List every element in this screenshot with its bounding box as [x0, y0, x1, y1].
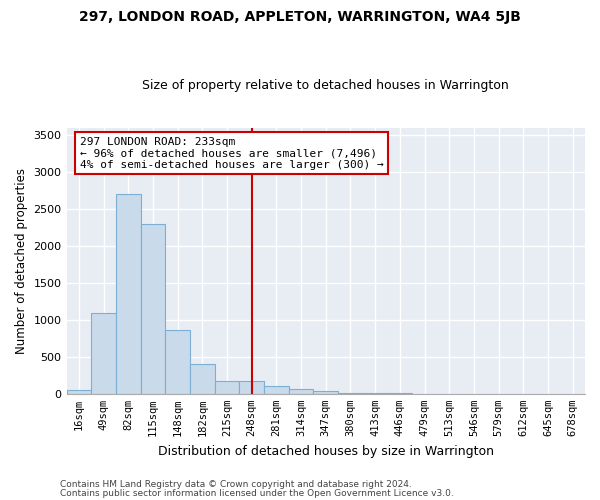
Bar	[313, 391, 338, 394]
Title: Size of property relative to detached houses in Warrington: Size of property relative to detached ho…	[142, 79, 509, 92]
Bar	[289, 389, 313, 394]
Bar	[116, 194, 140, 394]
Bar	[363, 393, 388, 394]
Bar	[67, 390, 91, 394]
Bar	[165, 330, 190, 394]
Bar	[239, 381, 264, 394]
Text: Contains public sector information licensed under the Open Government Licence v3: Contains public sector information licen…	[60, 488, 454, 498]
Text: Contains HM Land Registry data © Crown copyright and database right 2024.: Contains HM Land Registry data © Crown c…	[60, 480, 412, 489]
Bar	[91, 312, 116, 394]
Bar	[190, 364, 215, 394]
Y-axis label: Number of detached properties: Number of detached properties	[15, 168, 28, 354]
Bar	[140, 224, 165, 394]
Bar	[338, 392, 363, 394]
Text: 297, LONDON ROAD, APPLETON, WARRINGTON, WA4 5JB: 297, LONDON ROAD, APPLETON, WARRINGTON, …	[79, 10, 521, 24]
Bar	[264, 386, 289, 394]
Bar	[215, 381, 239, 394]
Text: 297 LONDON ROAD: 233sqm
← 96% of detached houses are smaller (7,496)
4% of semi-: 297 LONDON ROAD: 233sqm ← 96% of detache…	[80, 137, 383, 170]
X-axis label: Distribution of detached houses by size in Warrington: Distribution of detached houses by size …	[158, 444, 494, 458]
